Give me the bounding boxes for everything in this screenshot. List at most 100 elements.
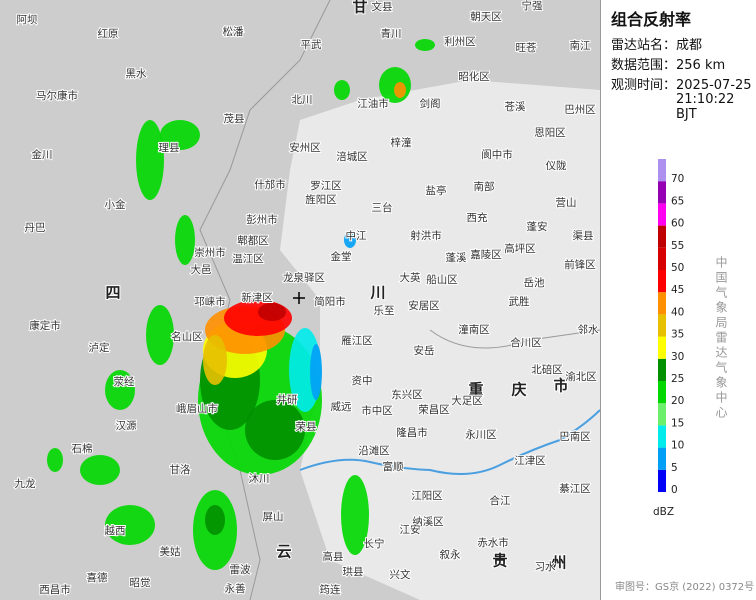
place-label: 美姑 [160,545,181,558]
echo-cell [205,505,225,535]
place-label: 嘉陵区 [470,248,502,261]
place-label: 武胜 [509,295,530,308]
legend-label: 45 [671,284,684,296]
place-label: 九龙 [15,477,36,490]
info-value: 21:10:22 BJT [676,92,735,122]
echo-cell [344,232,356,248]
place-label: 永川区 [465,428,497,441]
place-label: 邻水 [578,323,599,336]
region-label: 重 [468,381,483,399]
info-panel: 组合反射率 雷达站名：成都 数据范围：256 km 观测时间：2025-07-2… [600,0,756,600]
echo-cell [146,305,174,365]
radar-site [293,292,305,304]
place-label: 雷波 [230,563,251,576]
place-label: 纳溪区 [412,515,444,528]
place-label: 岳池 [524,276,545,289]
echo-cell [341,475,369,555]
place-label: 前锋区 [564,258,596,271]
legend-swatch [658,425,666,448]
legend-label: 60 [671,218,684,230]
place-label: 旌阳区 [305,193,337,206]
legend-swatch [658,247,666,270]
place-label: 营山 [556,196,577,209]
echo-cell [310,344,322,400]
place-label: 名山区 [171,330,203,343]
region-label: 甘 [352,0,367,16]
place-label: 昭化区 [458,70,490,83]
legend-label: 55 [671,240,684,252]
place-label: 高县 [323,550,344,563]
legend-swatch [658,336,666,359]
place-label: 马尔康市 [36,89,78,102]
place-label: 龙泉驿区 [283,271,325,284]
place-label: 筠连 [320,583,341,596]
legend-label: 10 [671,440,684,452]
place-label: 资中 [352,374,373,387]
place-label: 朝天区 [470,11,502,23]
legend-label: 20 [671,395,684,407]
place-label: 汉源 [116,419,137,432]
legend-swatch [658,358,666,381]
place-label: 红原 [98,27,119,40]
place-label: 沐川 [249,472,270,485]
legend-unit: dBZ [653,506,674,518]
place-label: 荣县 [296,421,317,433]
place-label: 潼南区 [458,323,490,336]
place-label: 船山区 [426,273,458,286]
legend-swatch [658,403,666,426]
place-label: 西充 [467,211,488,224]
place-label: 安居区 [408,299,440,312]
place-label: 平武 [301,38,322,51]
place-label: 荣昌区 [418,404,450,416]
place-label: 昭觉 [130,577,151,589]
place-label: 丹巴 [25,222,46,234]
place-label: 阆中市 [481,148,513,161]
place-label: 沿滩区 [358,444,390,457]
place-label: 市中区 [361,404,393,417]
place-label: 青川 [381,27,402,40]
place-label: 金堂 [331,250,352,263]
echo-cell [105,370,135,410]
info-row: 数据范围：256 km [611,54,725,73]
legend-label: 40 [671,306,684,318]
place-label: 文县 [372,0,393,13]
place-label: 理县 [159,142,180,154]
place-label: 叙永 [440,548,461,561]
legend-swatch [658,292,666,315]
legend-label: 35 [671,329,684,341]
place-label: 北碚区 [531,363,563,376]
place-label: 梓潼 [391,136,412,149]
info-label: 数据范围： [611,58,677,73]
place-label: 北川 [292,94,313,106]
place-label: 南江 [570,39,591,52]
place-label: 泸定 [89,341,110,354]
place-label: 合川区 [510,336,542,349]
place-label: 威远 [331,400,352,413]
title: 组合反射率 [611,10,692,29]
place-label: 江油市 [357,97,389,110]
region-label: 州 [550,554,566,572]
place-label: 江安 [400,523,421,536]
place-label: 康定市 [29,319,61,332]
echo-cell [203,335,227,385]
place-label: 永善 [225,582,246,595]
place-label: 三台 [372,201,393,214]
legend-swatch [658,469,666,492]
legend-label: 15 [671,417,684,429]
place-label: 崇州市 [194,246,226,259]
place-label: 乐至 [374,305,395,317]
place-label: 盐亭 [426,184,447,197]
place-label: 长宁 [364,537,385,550]
place-label: 简阳市 [314,295,346,308]
region-label: 贵 [492,552,507,570]
place-label: 甘洛 [170,463,191,476]
legend-label: 25 [671,373,684,385]
legend-label: 50 [671,262,684,274]
place-label: 宁强 [522,0,543,12]
place-label: 井研 [277,393,298,406]
info-row: 观测时间：2025-07-25 [611,74,752,93]
place-label: 屏山 [263,511,284,523]
echo-cell [415,39,435,51]
